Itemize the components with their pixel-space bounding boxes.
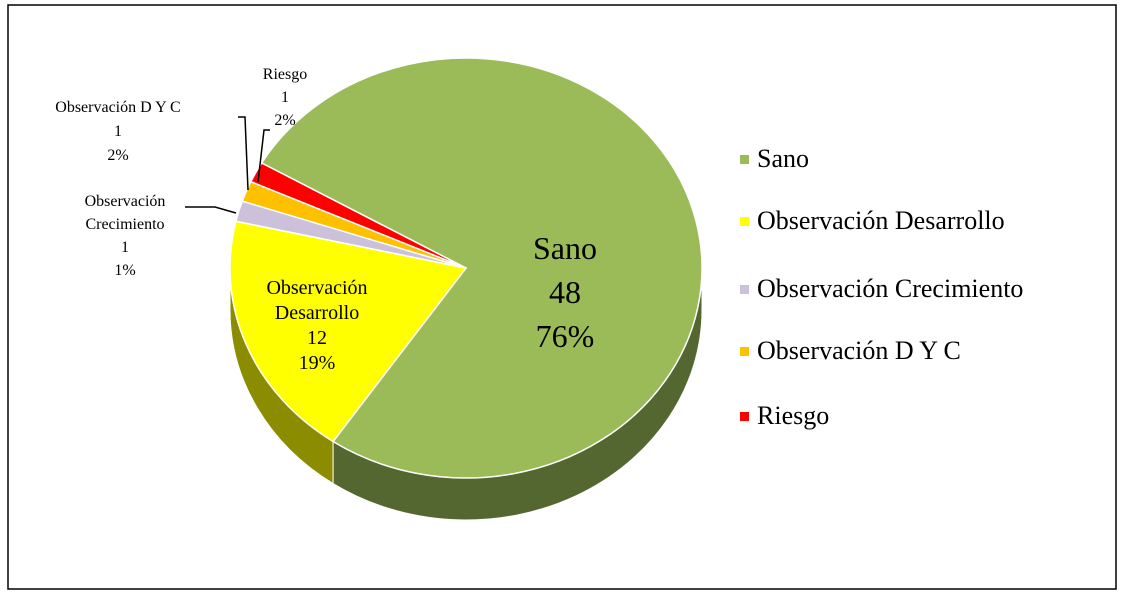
slice [229,220,468,443]
data-label: Observación Desarrollo 12 19% [242,276,392,376]
data-label-percent: 19% [298,352,336,374]
data-label-category: Observación D Y C [55,99,181,116]
leader-line [257,129,270,183]
data-label-percent: 2% [107,147,129,164]
legend-entry: Observación Desarrollo [740,206,1005,236]
legend-label: Observación D Y C [757,336,961,365]
legend-entry: Observación D Y C [740,336,961,366]
leader-line [185,206,237,214]
data-label-category: Observación Desarrollo [266,277,368,324]
data-label: Sano 48 76% [485,226,645,358]
data-label-category: Riesgo [262,66,308,83]
legend-swatch [740,411,749,421]
legend-swatch [740,346,749,356]
legend-entry: Sano [740,144,809,174]
legend-swatch [740,216,749,226]
legend-label: Sano [757,144,809,173]
data-label-value: 1 [121,239,129,256]
legend-label: Riesgo [757,401,830,430]
slice [260,57,703,479]
data-label-category: Sano [533,230,597,266]
legend-label: Observación Desarrollo [757,206,1005,235]
data-label-percent: 76% [535,318,595,354]
data-label-percent: 2% [274,112,296,129]
legend-label: Observación Crecimiento [757,274,1024,303]
slice [249,162,467,269]
legend-entry: Riesgo [740,401,829,431]
data-label-value: 1 [281,89,289,106]
data-label: Observación D Y C 1 2% [18,96,218,168]
legend-entry: Observación Crecimiento [740,274,1023,304]
legend-swatch [740,154,749,164]
data-label-percent: 1% [114,262,136,279]
data-label: Riesgo 1 2% [245,63,325,132]
data-label-category: Observación Crecimiento [84,193,166,233]
data-label-value: 1 [114,123,122,140]
data-label-value: 48 [549,274,581,310]
data-label: Observación Crecimiento 1 1% [60,190,190,282]
legend-swatch [740,284,749,294]
leader-line [238,116,249,191]
data-label-value: 12 [307,327,327,349]
